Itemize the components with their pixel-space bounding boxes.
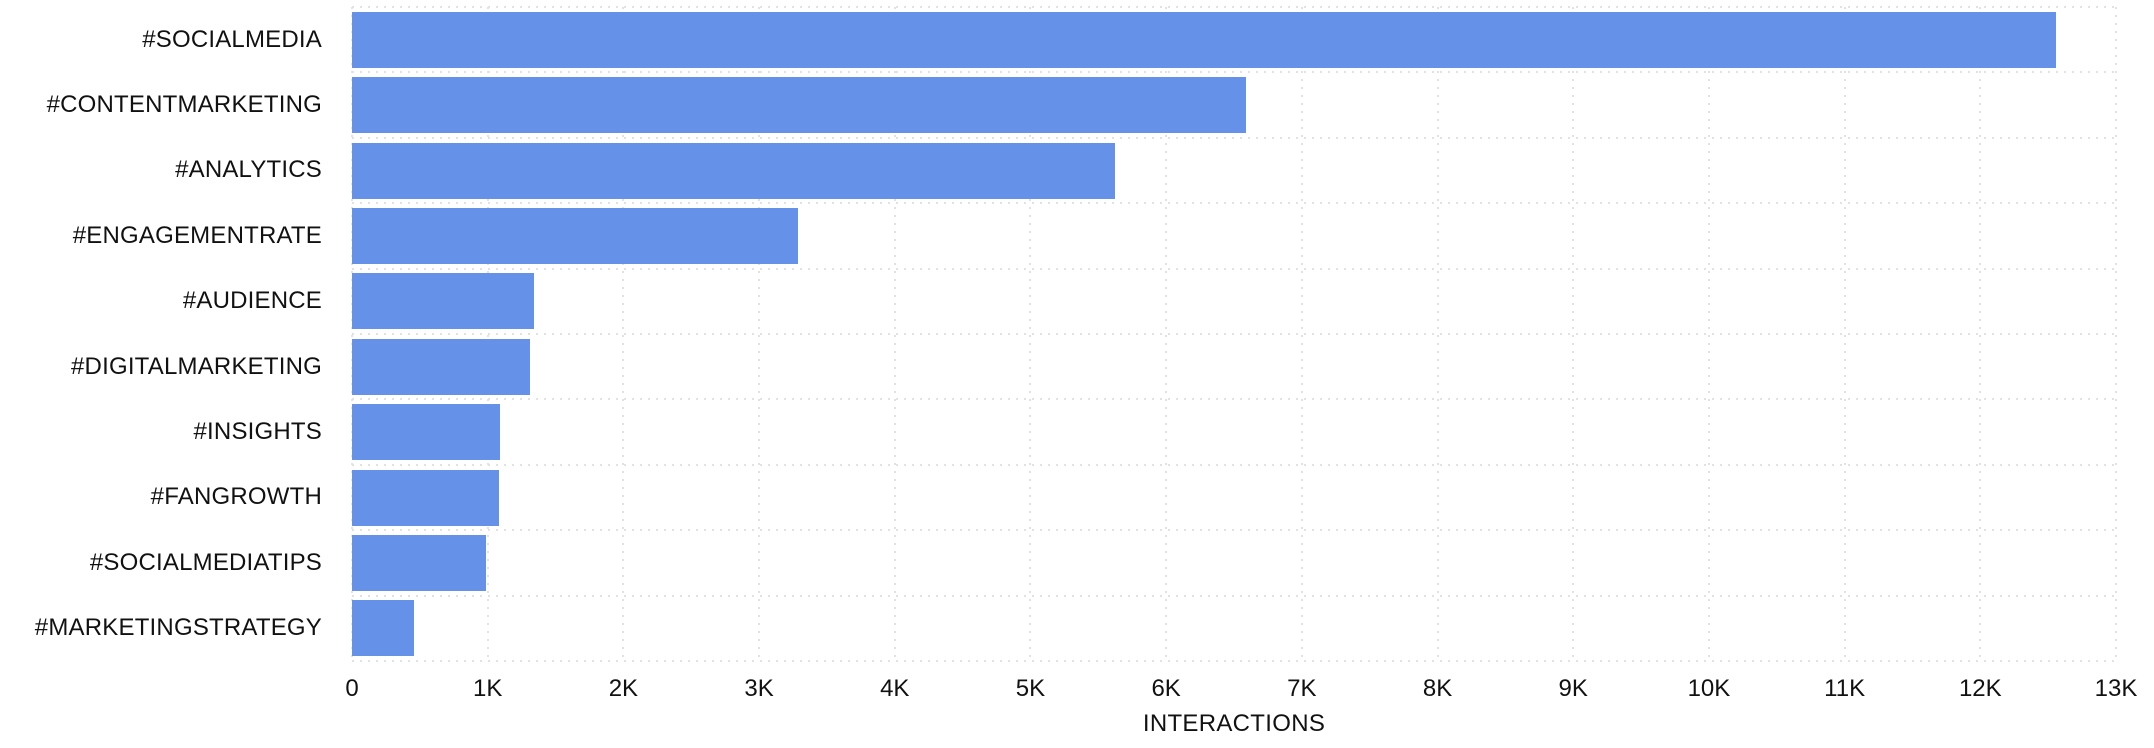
y-axis-label: #INSIGHTS xyxy=(193,418,322,446)
y-axis-labels: #SOCIALMEDIA #CONTENTMARKETING #ANALYTICS #… xyxy=(0,7,322,661)
gridline-horizontal xyxy=(352,398,2116,401)
x-axis-title: INTERACTIONS xyxy=(1142,710,1326,737)
gridline-horizontal xyxy=(352,6,2116,8)
bar-engagementrate xyxy=(352,207,799,264)
bar-socialmedia xyxy=(352,11,2057,68)
x-axis-tick-label: 11K xyxy=(1824,675,1866,702)
gridline-horizontal xyxy=(352,71,2116,74)
x-axis-tick-label: 2K xyxy=(608,675,639,702)
bar-analytics xyxy=(352,142,1115,199)
x-axis-tick-label: 8K xyxy=(1422,675,1453,702)
x-axis-tick-label: 10K xyxy=(1687,675,1731,702)
x-axis-tick-label: 9K xyxy=(1558,675,1588,702)
x-axis-tick-label: 12K xyxy=(1958,675,2002,702)
y-axis-label: #SOCIALMEDIATIPS xyxy=(89,548,322,576)
y-axis-label: #CONTENTMARKETING xyxy=(46,91,322,119)
plot-area xyxy=(351,6,2117,662)
x-axis-tick-label: 0 xyxy=(345,675,359,702)
y-axis-label: #AUDIENCE xyxy=(182,287,322,315)
y-axis-label: #DIGITALMARKETING xyxy=(71,352,322,380)
x-axis-tick-label: 4K xyxy=(880,675,910,702)
gridline-horizontal xyxy=(352,529,2116,532)
x-axis-tick-label: 7K xyxy=(1287,675,1317,702)
x-axis-title-wrap: INTERACTIONS xyxy=(352,709,2116,739)
gridline-vertical xyxy=(2115,7,2117,661)
gridline-horizontal xyxy=(352,267,2116,270)
bar-marketingstrategy xyxy=(352,600,415,657)
y-axis-label: #ANALYTICS xyxy=(175,156,322,184)
y-axis-label: #MARKETINGSTRATEGY xyxy=(34,614,322,642)
x-axis-tick-label: 6K xyxy=(1151,675,1181,702)
gridline-horizontal xyxy=(352,202,2116,205)
bar-contentmarketing xyxy=(352,77,1247,134)
bar-fangrowth xyxy=(352,469,499,526)
bar-insights xyxy=(352,404,500,461)
y-axis-label: #SOCIALMEDIA xyxy=(142,25,322,53)
gridline-horizontal xyxy=(352,333,2116,335)
x-axis-tick-label: 5K xyxy=(1015,675,1046,702)
bar-digitalmarketing xyxy=(352,338,530,395)
y-axis-label: #FANGROWTH xyxy=(150,483,322,511)
gridline-horizontal xyxy=(352,660,2116,662)
y-axis-label: #ENGAGEMENTRATE xyxy=(72,221,322,249)
x-axis-tick-label: 1K xyxy=(473,675,503,702)
x-axis-tick-label: 13K xyxy=(2094,675,2138,702)
gridline-horizontal xyxy=(352,136,2116,139)
gridline-horizontal xyxy=(352,463,2116,466)
bar-socialmediatips xyxy=(352,534,487,591)
x-axis-tick-label: 3K xyxy=(744,675,774,702)
gridline-horizontal xyxy=(352,594,2116,597)
x-axis: 0 1K 2K 3K 4K 5K 6K 7K 8K 9K 10K 11K 12K 13K xyxy=(345,674,2137,704)
bar-audience xyxy=(352,273,534,330)
